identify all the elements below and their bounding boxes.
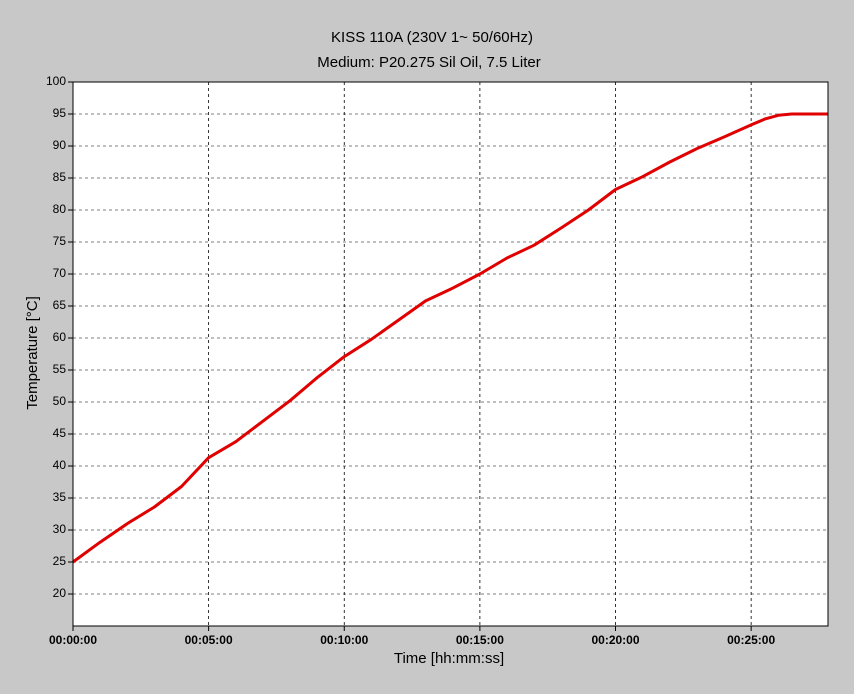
y-tick-label: 95 <box>53 106 67 120</box>
y-tick-label: 80 <box>53 202 67 216</box>
x-axis-title: Time [hh:mm:ss] <box>394 650 504 667</box>
y-tick-label: 40 <box>53 458 67 472</box>
y-tick-label: 45 <box>53 426 67 440</box>
y-axis-title: Temperature [°C] <box>24 296 41 410</box>
y-tick-label: 70 <box>53 266 67 280</box>
data-line <box>72 112 828 564</box>
chart-subtitle: Medium: P20.275 Sil Oil, 7.5 Liter <box>317 54 540 71</box>
y-tick-label: 55 <box>53 362 67 376</box>
chart-title: KISS 110A (230V 1~ 50/60Hz) <box>331 29 533 46</box>
x-tick-label: 00:25:00 <box>727 633 775 647</box>
y-tick-label: 100 <box>46 74 66 88</box>
y-tick-label: 60 <box>53 330 67 344</box>
y-tick-label: 35 <box>53 490 67 504</box>
plot-border <box>72 81 829 627</box>
y-tick-label: 20 <box>53 586 67 600</box>
x-tick-label: 00:05:00 <box>185 633 233 647</box>
y-tick-label: 65 <box>53 298 67 312</box>
y-tick-label: 75 <box>53 234 67 248</box>
x-tick-label: 00:10:00 <box>320 633 368 647</box>
plot-area <box>72 81 829 627</box>
x-tick-label: 00:20:00 <box>591 633 639 647</box>
x-tick-label: 00:15:00 <box>456 633 504 647</box>
y-tick-label: 30 <box>53 522 67 536</box>
y-tick-label: 50 <box>53 394 67 408</box>
y-tick-label: 90 <box>53 138 67 152</box>
x-tick-label: 00:00:00 <box>49 633 97 647</box>
y-tick-label: 25 <box>53 554 67 568</box>
y-tick-label: 85 <box>53 170 67 184</box>
